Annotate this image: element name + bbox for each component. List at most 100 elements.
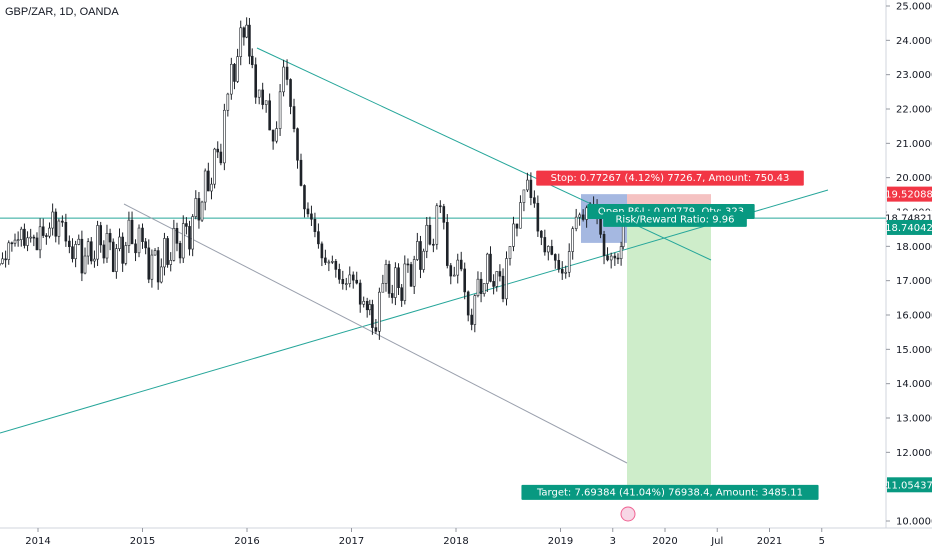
candle-body — [378, 291, 381, 332]
candle-body — [492, 281, 495, 287]
stop-badge-text: Stop: 0.77267 (4.12%) 7726.7, Amount: 75… — [551, 173, 790, 184]
candle-body — [239, 27, 243, 57]
candle-body — [197, 198, 201, 221]
candle-body — [29, 236, 32, 239]
trendlines[interactable] — [0, 47, 886, 464]
candle-body — [86, 241, 90, 257]
price-axis — [886, 0, 932, 550]
candle-body — [99, 225, 102, 246]
candle-body — [406, 263, 410, 266]
candle-body — [519, 202, 522, 229]
target-zone — [627, 220, 711, 485]
candle-body — [156, 250, 160, 283]
time-tick-label: 3 — [610, 536, 616, 547]
candle-body — [200, 201, 204, 221]
candle-body — [390, 293, 394, 298]
candle-body — [175, 228, 179, 244]
candle-body — [409, 264, 413, 287]
current-price-badge: 18.74042 — [885, 219, 932, 235]
candle-body — [355, 279, 359, 284]
candle-body — [564, 271, 568, 274]
candle-body — [567, 251, 571, 273]
event-icon[interactable] — [620, 506, 636, 522]
candle-body — [571, 228, 574, 252]
candle-body — [278, 91, 282, 129]
price-tick-label: 18.00000 — [896, 242, 932, 253]
candle-body — [486, 253, 489, 284]
price-tick-label: 12.00000 — [896, 448, 932, 459]
time-tick-label: 2020 — [652, 536, 677, 547]
candle-body — [13, 239, 17, 244]
candle-body — [320, 243, 324, 259]
price-tick-label: 10.00000 — [896, 517, 932, 528]
stop-price-badge: 19.52088 — [885, 186, 932, 202]
time-tick-label: 2019 — [548, 536, 573, 547]
candle-body — [292, 106, 296, 129]
candle-body — [501, 275, 505, 300]
candle-body — [348, 274, 352, 284]
candle-body — [147, 247, 151, 280]
rr-badge: Risk/Reward Ratio: 9.96 — [603, 211, 747, 227]
candle-body — [400, 287, 403, 301]
candle-body — [181, 223, 185, 259]
candle-body — [557, 259, 561, 270]
position-labels: Stop: 0.77267 (4.12%) 7726.7, Amount: 75… — [521, 170, 932, 522]
candle-body — [51, 211, 54, 229]
candle-body — [4, 258, 7, 261]
candle-body — [387, 264, 391, 294]
candle-body — [439, 205, 442, 208]
price-tick-label: 14.00000 — [896, 379, 932, 390]
candle-body — [416, 241, 419, 260]
candle-body — [317, 231, 320, 245]
candle-body — [83, 255, 87, 274]
candle-body — [412, 259, 416, 287]
candle-body — [118, 236, 121, 249]
candle-body — [397, 267, 400, 289]
candle-body — [505, 258, 508, 300]
candle-body — [553, 254, 557, 261]
candle-body — [606, 255, 609, 261]
candle-body — [432, 243, 435, 246]
target-price-badge-bg — [887, 477, 932, 493]
candle-body — [111, 241, 115, 272]
candle-body — [7, 242, 11, 260]
candle-body — [365, 301, 369, 311]
candle-body — [268, 100, 271, 131]
candle-body — [351, 274, 355, 281]
candle-body — [16, 239, 20, 241]
candle-body — [96, 225, 99, 260]
time-tick-label: Jul — [710, 536, 723, 547]
candle-body — [371, 304, 374, 328]
candle-body — [80, 238, 84, 274]
candle-body — [550, 246, 554, 255]
candle-body — [602, 234, 606, 257]
candle-body — [616, 257, 620, 260]
candle-body — [160, 266, 163, 283]
candle-body — [264, 100, 268, 105]
stop-price-badge-text: 19.52088 — [885, 190, 932, 201]
price-tick-label: 17.00000 — [896, 276, 932, 287]
candle-body — [574, 216, 578, 229]
target-price-badge: 11.05437 — [885, 477, 932, 493]
price-tick-label: 15.00000 — [896, 345, 932, 356]
candle-body — [515, 223, 519, 229]
candle-body — [609, 255, 613, 261]
candle-body — [313, 218, 317, 232]
candle-body — [74, 244, 77, 260]
candle-body — [210, 183, 213, 192]
candle-body — [334, 261, 338, 270]
candle-body — [1, 258, 4, 264]
candle-body — [54, 211, 58, 237]
candle-body — [495, 271, 499, 287]
candle-body — [41, 226, 45, 236]
candle-body — [543, 237, 547, 253]
candle-body — [245, 24, 248, 38]
rr-badge-bg — [603, 211, 747, 227]
candle-body — [144, 241, 147, 249]
candle-body — [166, 238, 169, 265]
candle-body — [445, 222, 449, 266]
candle-body — [533, 197, 536, 204]
stop-badge: Stop: 0.77267 (4.12%) 7726.7, Amount: 75… — [536, 170, 804, 186]
